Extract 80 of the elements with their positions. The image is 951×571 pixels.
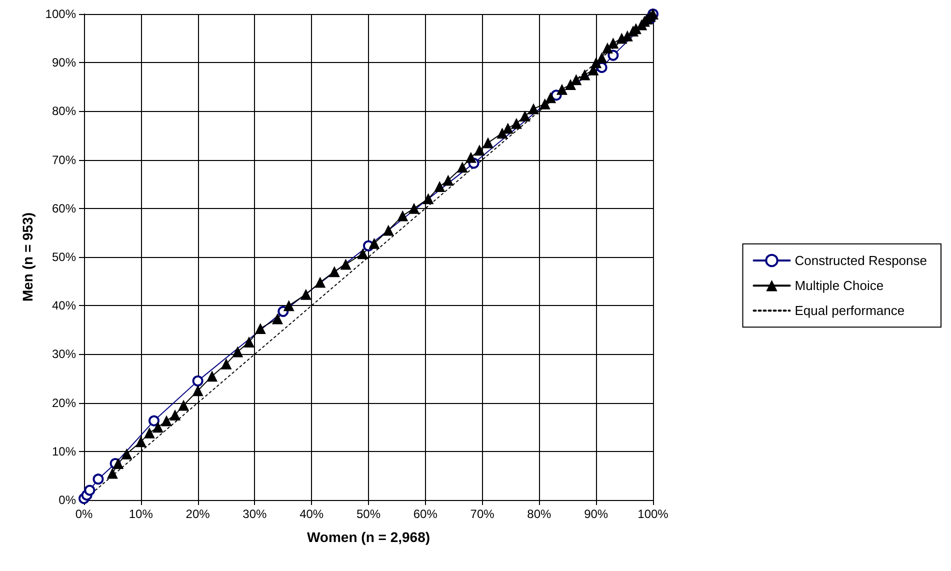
point: [300, 288, 312, 300]
legend-label: Multiple Choice: [794, 278, 884, 294]
y-tick-label: 70%: [52, 152, 76, 167]
x-tick-label: 70%: [470, 507, 495, 521]
point: [340, 258, 352, 270]
point: [283, 300, 294, 312]
point: [382, 224, 394, 236]
point: [192, 375, 204, 386]
point: [121, 448, 132, 460]
point: [244, 336, 255, 348]
point: [148, 415, 160, 426]
x-tick-label: 50%: [356, 507, 381, 521]
point: [510, 118, 522, 129]
legend-label: Equal performance: [794, 303, 905, 318]
x-tick-label: 100%: [638, 507, 669, 521]
x-axis-title: Women (n = 2,968): [306, 529, 430, 545]
point: [368, 238, 380, 249]
y-tick-label: 10%: [52, 444, 76, 458]
point: [579, 69, 590, 80]
point: [434, 181, 446, 192]
point: [422, 193, 434, 204]
y-tick-label: 100%: [45, 7, 76, 21]
point: [502, 122, 514, 134]
point: [456, 162, 468, 173]
point: [519, 110, 530, 122]
point: [570, 74, 582, 86]
y-tick-label: 40%: [52, 298, 76, 313]
legend-label: Constructed Response: [794, 253, 928, 268]
point: [528, 103, 540, 114]
point: [564, 78, 576, 90]
point: [170, 409, 181, 420]
point: [474, 144, 485, 156]
point: [556, 84, 568, 95]
x-tick-label: 40%: [300, 507, 324, 521]
point: [206, 370, 218, 382]
y-tick-label: 20%: [52, 396, 76, 410]
point: [465, 152, 476, 163]
x-tick-label: 30%: [242, 507, 268, 521]
x-tick-label: 60%: [413, 507, 438, 521]
point: [272, 313, 283, 324]
point: [220, 358, 232, 370]
point: [608, 50, 619, 61]
y-tick-label: 30%: [52, 347, 76, 362]
y-tick-label: 60%: [52, 201, 76, 216]
point: [442, 174, 454, 186]
point: [539, 98, 550, 110]
point: [596, 52, 608, 64]
point: [328, 266, 340, 278]
point: [84, 484, 96, 496]
point: [106, 468, 118, 479]
point: [92, 474, 104, 485]
y-tick-label: 90%: [52, 56, 76, 70]
y-tick-label: 0%: [58, 493, 76, 507]
y-axis-title: Men (n = 953): [19, 212, 36, 302]
x-tick-label: 80%: [527, 507, 552, 521]
point: [602, 42, 613, 54]
y-tick-label: 50%: [52, 250, 76, 264]
point: [408, 202, 420, 214]
point: [152, 422, 164, 433]
point: [482, 137, 494, 148]
point: [545, 92, 556, 104]
x-tick-label: 0%: [75, 507, 93, 521]
point: [112, 458, 124, 470]
point: [608, 38, 619, 49]
point: [178, 400, 190, 411]
point: [232, 346, 244, 358]
point: [397, 210, 408, 222]
point: [496, 128, 508, 139]
point: [254, 322, 266, 334]
point: [161, 415, 172, 426]
point: [590, 57, 602, 68]
y-tick-label: 80%: [52, 104, 76, 118]
point: [192, 385, 204, 396]
point: [144, 427, 155, 438]
point: [135, 436, 146, 448]
x-tick-label: 20%: [186, 507, 210, 521]
x-tick-label: 90%: [584, 507, 608, 521]
x-tick-label: 10%: [128, 507, 154, 521]
point: [357, 248, 368, 260]
point: [314, 276, 326, 288]
